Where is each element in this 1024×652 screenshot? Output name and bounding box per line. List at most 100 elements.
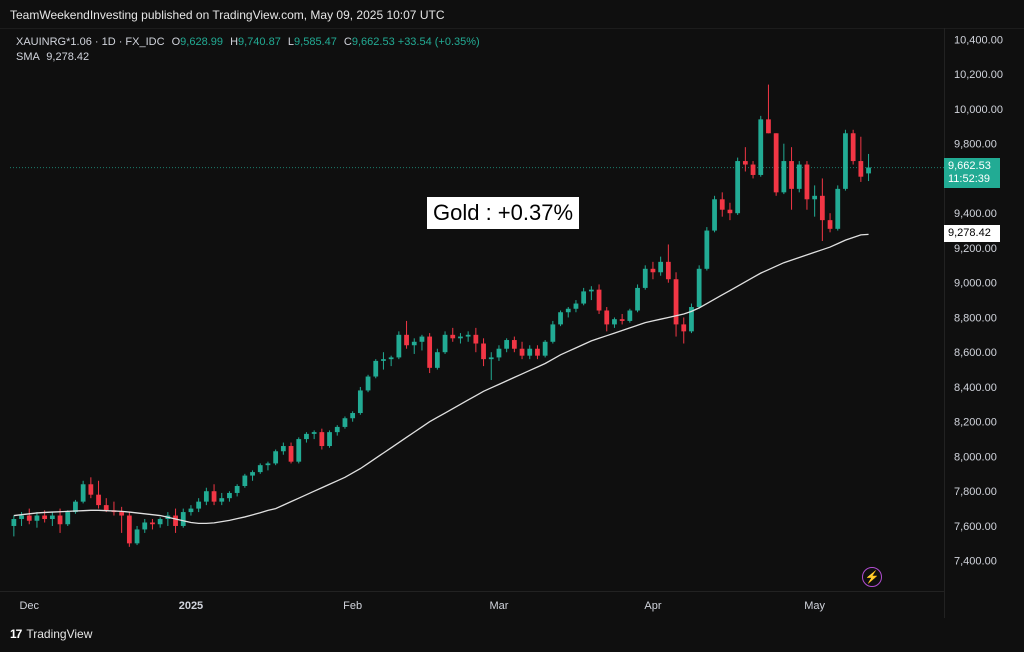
candle-body [211,491,217,502]
candle-body [411,341,417,346]
candle-body [196,501,202,509]
candle-body [504,340,510,349]
candle-body [604,310,610,325]
y-tick-label: 8,200.00 [954,417,997,429]
sma-value-tag: 9,278.42 [944,225,1000,242]
chart-legend: XAUINRG*1.06 · 1D · FX_IDC O9,628.99 H9,… [16,35,480,65]
candle-body [565,308,571,313]
candle-body [96,494,101,506]
x-tick-label: Dec [19,600,39,612]
candle-body [227,492,232,499]
legend-symbol[interactable]: XAUINRG*1.06 · 1D · FX_IDC [16,36,165,48]
candle-body [327,432,332,447]
candle-body [142,522,148,530]
legend-ohlc-row: XAUINRG*1.06 · 1D · FX_IDC O9,628.99 H9,… [16,35,480,50]
candle-body [404,334,409,346]
legend-high: 9,740.87 [238,36,281,48]
candle-body [850,133,856,162]
candle-body [365,376,371,391]
candle-body [858,161,864,177]
gold-annotation[interactable]: Gold : +0.37% [427,197,580,229]
candle-body [781,161,787,193]
legend-sma-row: SMA 9,278.42 [16,50,480,65]
footer-branding: 17 TradingView [10,627,92,641]
y-tick-label: 10,400.00 [954,34,1003,46]
x-tick-label: Apr [644,600,661,612]
candle-body [535,348,540,356]
legend-sma-value: 9,278.42 [46,51,90,63]
candle-body [550,324,556,342]
candle-body [627,310,633,321]
candle-body [126,515,132,544]
time-axis-separator [0,591,944,592]
candle-body [180,512,186,526]
lightning-icon[interactable]: ⚡ [862,567,882,587]
candle-body [119,512,125,516]
candle-body [658,261,664,273]
candle-body [381,359,386,361]
x-tick-label: Mar [489,600,508,612]
candle-body [311,432,317,434]
candle-body [450,334,456,339]
candle-body [496,348,502,358]
last-price-value: 9,662.53 [948,160,991,172]
last-price-tag: 9,662.53 11:52:39 [944,158,1000,188]
candle-body [442,334,448,353]
candle-body [458,336,463,339]
candle-body [558,312,563,325]
candle-body [527,348,533,356]
candle-body [80,484,86,502]
candle-body [334,426,340,433]
candle-body [427,336,433,368]
y-tick-label: 10,000.00 [954,104,1003,116]
candle-body [88,484,94,495]
candle-body [588,289,594,292]
candle-body [134,529,140,544]
publisher-line: TeamWeekendInvesting published on Tradin… [10,8,445,22]
candle-body [357,390,363,414]
candle-body [612,319,617,325]
legend-low: 9,585.47 [294,36,337,48]
candle-body [619,319,625,321]
candle-body [280,446,286,452]
legend-open: 9,628.99 [180,36,223,48]
y-tick-label: 8,400.00 [954,382,997,394]
legend-sma-label[interactable]: SMA [16,51,40,63]
price-chart[interactable]: 7,400.00 7,600.00 7,800.00 8,000.00 8,200.00… [0,29,1024,619]
y-tick-label: 8,000.00 [954,451,997,463]
candle-body [188,508,194,513]
legend-close: 9,662.53 [351,36,395,48]
chart-frame: 7,400.00 7,600.00 7,800.00 8,000.00 8,200.00… [0,28,1024,619]
candle-body [581,291,587,304]
candle-body [373,360,379,377]
candle-body [789,161,794,189]
legend-change: +33.54 (+0.35%) [397,36,480,48]
candle-body [396,334,402,358]
candle-body [573,303,579,309]
candle-body [735,161,741,214]
candle-body [11,519,17,526]
candle-body [758,119,764,175]
legend-low-label: L [287,36,295,48]
y-tick-label: 9,800.00 [954,139,997,151]
candle-body [835,188,841,229]
candle-body [388,357,394,360]
candle-body [150,522,155,525]
y-tick-label: 8,800.00 [954,312,997,324]
candle-body [173,515,178,526]
candle-body [481,343,486,360]
candle-body [866,167,871,174]
candle-body [727,209,733,214]
candle-body [65,512,71,525]
candle-body [519,348,525,356]
candle-body [596,289,602,311]
candle-body [819,195,825,221]
candle-body [511,340,517,349]
candle-body [712,199,717,231]
candle-body [665,261,671,280]
candle-body [650,268,656,273]
candle-body [642,268,648,288]
candle-body [773,133,779,193]
candle-body [827,220,833,229]
y-tick-label: 9,200.00 [954,243,997,255]
